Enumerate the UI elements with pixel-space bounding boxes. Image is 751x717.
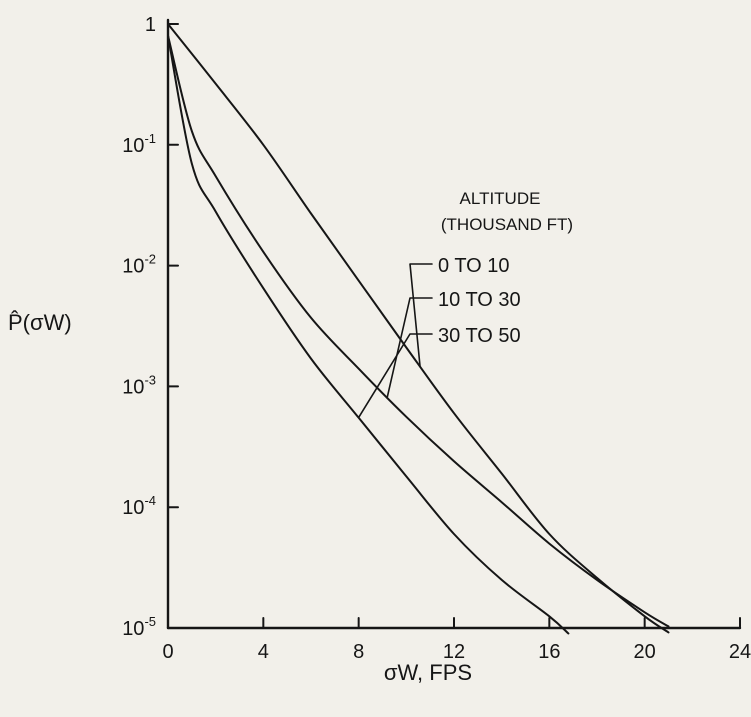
x-tick-label: 4 — [258, 641, 269, 663]
x-tick-label: 16 — [538, 641, 560, 663]
legend-leader-1 — [409, 263, 433, 368]
legend-subtitle: (THOUSAND FT) — [441, 215, 573, 234]
y-tick-label: 10-3 — [122, 372, 156, 398]
legend-label-2: 10 TO 30 — [438, 289, 521, 311]
x-tick-label: 8 — [353, 641, 364, 663]
x-tick-label: 12 — [443, 641, 465, 663]
curves — [167, 23, 670, 635]
y-tick-label: 10-2 — [122, 252, 156, 278]
y-tick-label: 10-4 — [122, 493, 156, 519]
legend-leader-2 — [386, 297, 433, 399]
y-tick-label: 10-5 — [122, 614, 156, 640]
x-axis-label: σW, FPS — [384, 660, 472, 685]
x-tick-label: 24 — [729, 641, 751, 663]
series-line-3 — [167, 34, 570, 635]
axes: 0 4 8 12 16 20 24 1 10-1 10-2 10-3 10-4 10-5 — [122, 14, 751, 663]
legend: ALTITUDE (THOUSAND FT) 0 TO 10 10 TO 30 30 T… — [357, 189, 573, 419]
legend-label-1: 0 TO 10 — [438, 255, 510, 277]
x-tick-label: 20 — [634, 641, 656, 663]
y-tick-label: 10-1 — [122, 131, 156, 157]
y-axis-label: P̂(σW) — [8, 310, 72, 335]
y-tick-label: 1 — [145, 14, 156, 36]
series-line-2 — [167, 34, 670, 628]
axis-titles: σW, FPS P̂(σW) — [8, 310, 472, 685]
legend-leader-3 — [357, 333, 433, 419]
x-tick-label: 0 — [162, 641, 173, 663]
series-line-1 — [167, 23, 670, 634]
legend-title: ALTITUDE — [460, 189, 541, 208]
legend-label-3: 30 TO 50 — [438, 325, 521, 347]
